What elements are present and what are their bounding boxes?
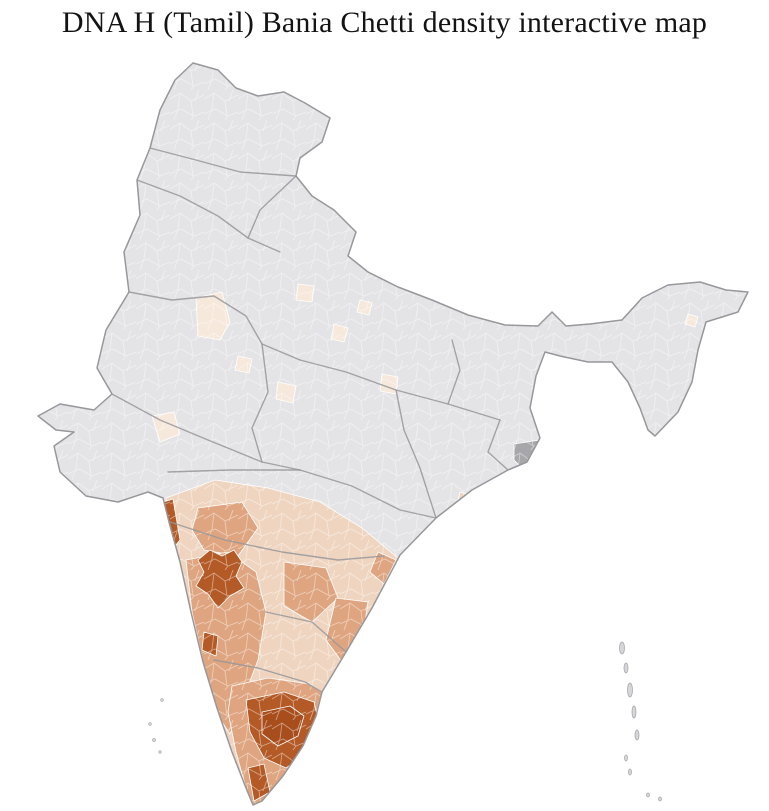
island[interactable] <box>658 796 662 802</box>
island[interactable] <box>619 641 625 655</box>
state-line-mh-karnataka <box>169 521 385 561</box>
island[interactable] <box>631 705 637 719</box>
state-line-central-vertical <box>395 389 437 519</box>
state-line-haryana-up <box>247 175 297 239</box>
state-line-himachal <box>149 147 297 177</box>
island[interactable] <box>148 722 152 726</box>
lakshadweep-islands[interactable] <box>148 698 164 754</box>
island[interactable] <box>628 768 632 776</box>
page-title: DNA H (Tamil) Bania Chetti density inter… <box>61 6 708 39</box>
island[interactable] <box>158 750 162 754</box>
state-line-ap-interior <box>265 611 347 653</box>
state-line-odisha <box>299 469 437 519</box>
state-line-rajasthan-mp <box>251 343 301 471</box>
state-line-mh-north <box>167 469 301 473</box>
state-line-bihar <box>447 339 461 405</box>
state-line-bengal <box>487 419 509 471</box>
state-line-karnataka-tn <box>213 659 323 693</box>
island[interactable] <box>623 662 629 674</box>
island[interactable] <box>634 729 640 741</box>
island[interactable] <box>624 754 628 762</box>
india-outline <box>37 62 749 806</box>
state-line-punjab <box>136 179 281 253</box>
state-line-gujarat-mh <box>111 393 263 463</box>
state-line-rajasthan <box>128 291 301 361</box>
island[interactable] <box>646 792 650 798</box>
state-boundaries <box>111 147 509 693</box>
andaman-nicobar-islands[interactable] <box>619 641 662 802</box>
island[interactable] <box>627 682 633 698</box>
island[interactable] <box>160 698 164 702</box>
island[interactable] <box>152 738 156 742</box>
